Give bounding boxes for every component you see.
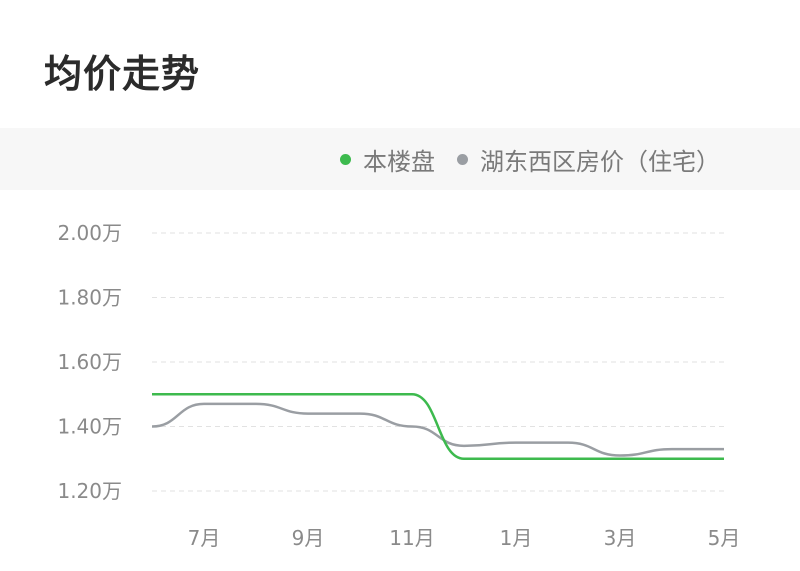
series-line-this-project (152, 393, 724, 460)
grid-lines (152, 232, 724, 492)
y-axis: 2.00万 1.80万 1.60万 1.40万 1.20万 (57, 221, 122, 503)
chart-legend: 本楼盘 湖东西区房价（住宅） (318, 128, 720, 190)
series-lines (151, 393, 724, 460)
y-tick-label: 1.40万 (57, 415, 122, 439)
gray-dot-icon (457, 153, 468, 165)
x-tick-label: 7月 (188, 526, 221, 550)
green-dot-icon (340, 153, 351, 165)
legend-label: 本楼盘 (363, 147, 435, 176)
page-title: 均价走势 (44, 52, 201, 96)
series-line-district-price (151, 402, 724, 457)
legend-item-district-price[interactable]: 湖东西区房价（住宅） (457, 142, 720, 177)
x-tick-label: 3月 (604, 526, 637, 550)
legend-item-this-project[interactable]: 本楼盘 (340, 142, 435, 177)
y-tick-label: 1.60万 (57, 350, 122, 374)
legend-label: 湖东西区房价（住宅） (480, 147, 720, 176)
line-chart: 2.00万 1.80万 1.60万 1.40万 1.20万 7月 9月 11月 1月 3月 5月 (57, 221, 741, 550)
x-tick-label: 5月 (708, 526, 741, 550)
y-tick-label: 1.80万 (57, 286, 122, 310)
y-tick-label: 1.20万 (57, 479, 122, 503)
x-tick-label: 11月 (389, 526, 434, 550)
x-tick-label: 9月 (292, 526, 325, 550)
legend-bar: 本楼盘 湖东西区房价（住宅） (0, 128, 800, 190)
y-tick-label: 2.00万 (57, 221, 122, 245)
x-axis: 7月 9月 11月 1月 3月 5月 (188, 526, 741, 550)
x-tick-label: 1月 (500, 526, 533, 550)
